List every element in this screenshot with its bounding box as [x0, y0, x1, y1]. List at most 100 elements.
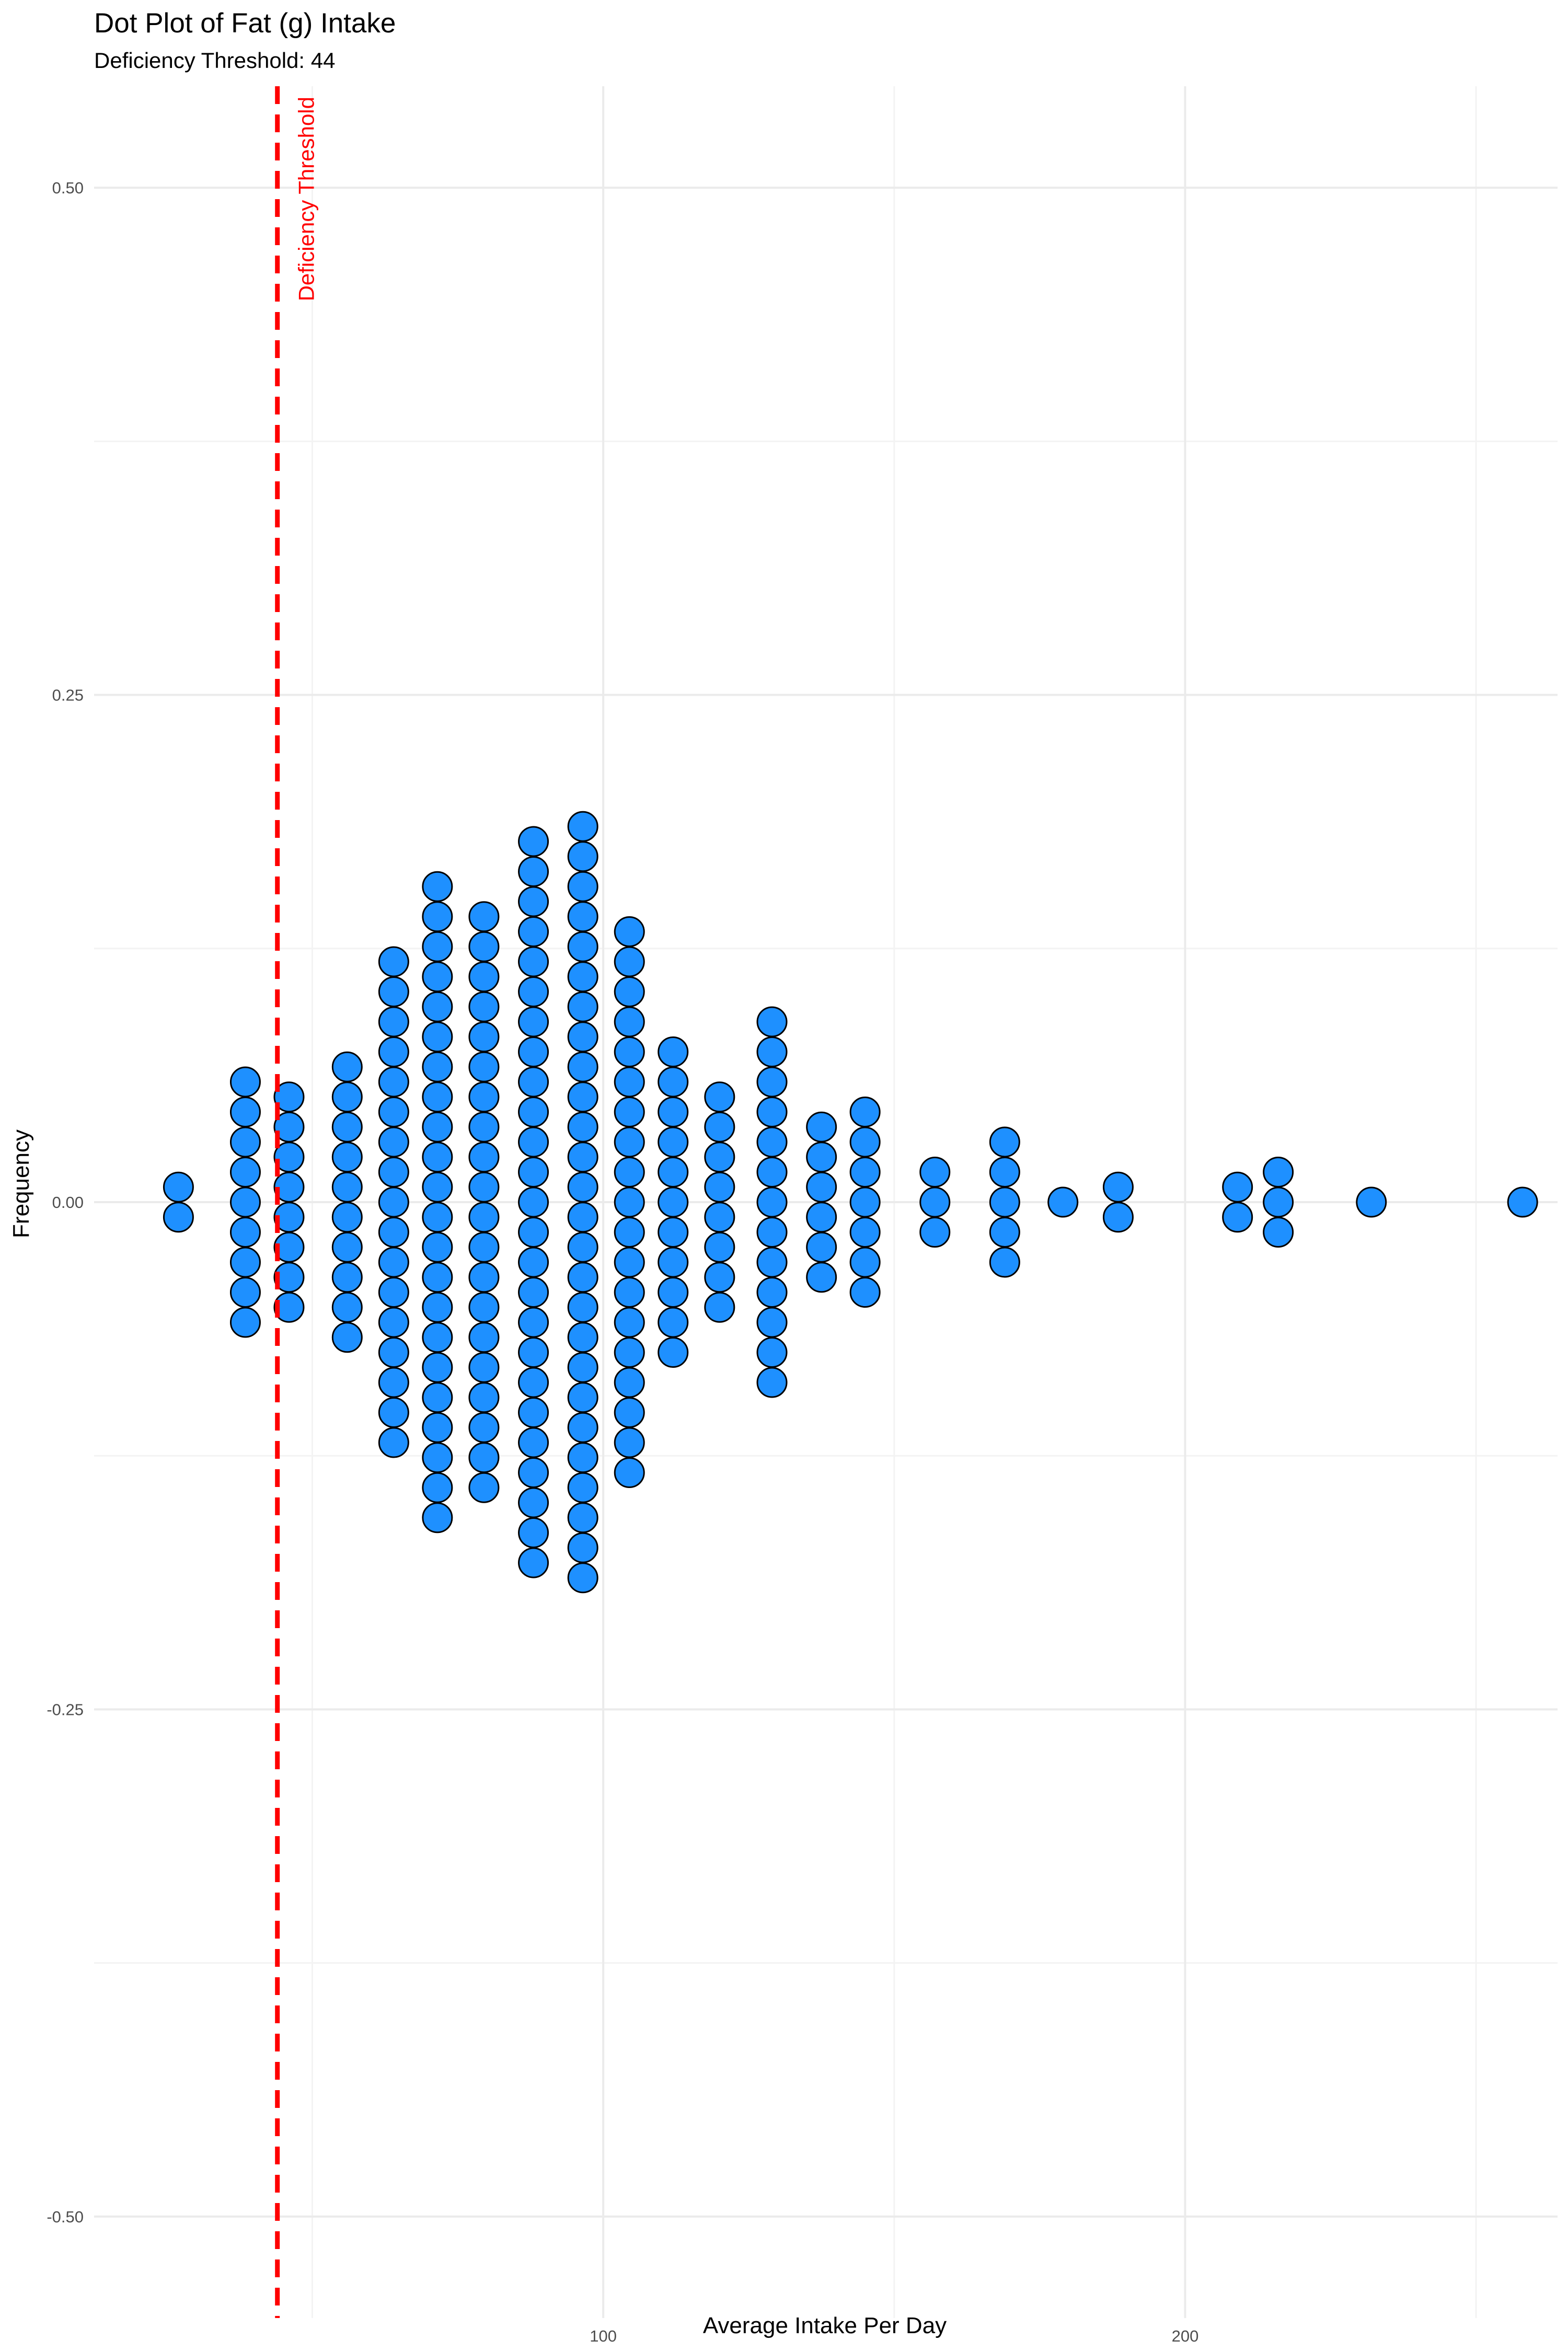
data-dot — [229, 1126, 261, 1158]
data-dot — [567, 901, 598, 932]
data-dot — [989, 1247, 1020, 1278]
data-dot — [704, 1202, 735, 1233]
data-dot — [756, 1217, 788, 1248]
data-dot — [658, 1036, 689, 1067]
data-dot — [378, 1036, 409, 1067]
data-dot — [806, 1142, 837, 1173]
data-dot — [849, 1126, 881, 1158]
data-dot — [614, 1247, 645, 1278]
data-dot — [614, 1217, 645, 1248]
data-dot — [468, 1262, 500, 1293]
y-tick-label: -0.50 — [47, 2208, 84, 2226]
data-dot — [614, 1006, 645, 1037]
data-dot — [229, 1307, 261, 1338]
data-dot — [567, 1532, 598, 1563]
data-dot — [378, 1186, 409, 1218]
x-axis-ticks: 100 200 — [590, 2327, 1198, 2345]
data-dot — [468, 1081, 500, 1113]
data-dot — [567, 961, 598, 993]
data-dot — [518, 1217, 549, 1248]
data-dot — [378, 976, 409, 1007]
data-dot — [331, 1051, 363, 1082]
x-tick-label: 100 — [590, 2327, 617, 2345]
data-dot — [229, 1277, 261, 1308]
data-dot — [919, 1217, 951, 1248]
data-dot — [468, 1292, 500, 1323]
data-dot — [518, 826, 549, 857]
data-dot — [518, 1337, 549, 1368]
data-dot — [658, 1337, 689, 1368]
data-dot — [163, 1171, 194, 1203]
data-dot — [468, 1231, 500, 1263]
data-dot — [614, 1066, 645, 1098]
data-dot — [919, 1186, 951, 1218]
data-dot — [422, 1111, 453, 1143]
data-dot — [518, 1186, 549, 1218]
data-dot — [378, 1427, 409, 1458]
data-dot — [468, 1412, 500, 1443]
data-dot — [614, 1337, 645, 1368]
y-tick-label: -0.25 — [47, 1700, 84, 1719]
data-dot — [518, 1036, 549, 1067]
data-dot — [567, 1472, 598, 1503]
data-dot — [919, 1157, 951, 1187]
data-dot — [468, 1442, 500, 1473]
data-dot — [422, 1171, 453, 1203]
data-dot — [614, 1097, 645, 1127]
data-dot — [658, 1217, 689, 1248]
data-dot — [331, 1081, 363, 1113]
dot-series — [163, 811, 1538, 1594]
data-dot — [422, 1382, 453, 1413]
data-dot — [756, 1277, 788, 1308]
data-dot — [614, 1277, 645, 1308]
data-dot — [518, 1487, 549, 1518]
data-dot — [756, 1157, 788, 1187]
data-dot — [567, 1111, 598, 1143]
data-dot — [704, 1111, 735, 1143]
data-dot — [468, 901, 500, 932]
data-dot — [567, 1021, 598, 1053]
data-dot — [1102, 1202, 1134, 1233]
grid-lines — [94, 86, 1558, 2318]
data-dot — [378, 1157, 409, 1187]
data-dot — [756, 1036, 788, 1067]
chart-title: Dot Plot of Fat (g) Intake — [94, 8, 396, 39]
data-dot — [989, 1126, 1020, 1158]
data-dot — [614, 1367, 645, 1398]
data-dot — [422, 1352, 453, 1383]
data-dot — [1263, 1217, 1294, 1248]
data-dot — [518, 946, 549, 977]
data-dot — [331, 1142, 363, 1173]
data-dot — [518, 1367, 549, 1398]
data-dot — [614, 946, 645, 977]
data-dot — [378, 1097, 409, 1127]
data-dot — [422, 1502, 453, 1534]
data-dot — [422, 1412, 453, 1443]
y-tick-label: 0.00 — [52, 1193, 84, 1212]
data-dot — [468, 1322, 500, 1353]
data-dot — [518, 1307, 549, 1338]
data-dot — [468, 1142, 500, 1173]
data-dot — [422, 1202, 453, 1233]
data-dot — [567, 1502, 598, 1534]
data-dot — [422, 1442, 453, 1473]
data-dot — [331, 1202, 363, 1233]
data-dot — [567, 991, 598, 1022]
data-dot — [614, 976, 645, 1007]
data-dot — [518, 1397, 549, 1428]
data-dot — [378, 1277, 409, 1308]
data-dot — [614, 916, 645, 947]
data-dot — [614, 1126, 645, 1158]
data-dot — [229, 1186, 261, 1218]
data-dot — [422, 991, 453, 1022]
data-dot — [658, 1126, 689, 1158]
data-dot — [229, 1097, 261, 1127]
data-dot — [518, 916, 549, 947]
data-dot — [468, 1382, 500, 1413]
data-dot — [614, 1397, 645, 1428]
data-dot — [806, 1111, 837, 1143]
data-dot — [658, 1307, 689, 1338]
data-dot — [704, 1292, 735, 1323]
data-dot — [422, 1231, 453, 1263]
data-dot — [1102, 1171, 1134, 1203]
